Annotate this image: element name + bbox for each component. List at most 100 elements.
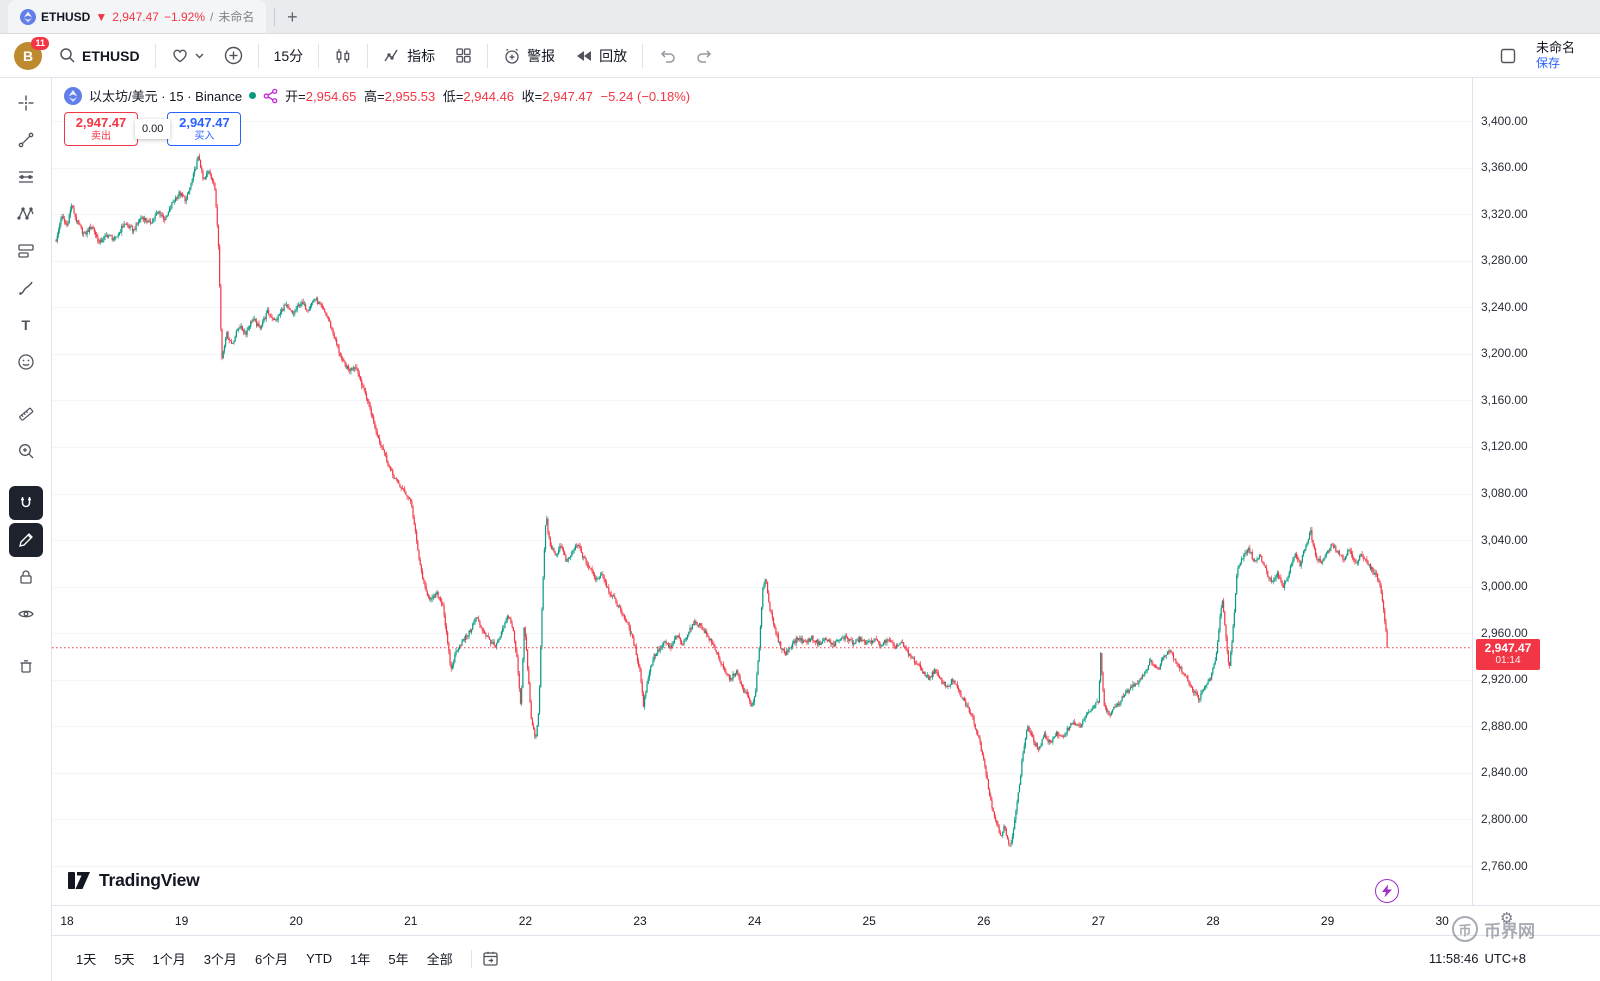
axis-settings-gear-icon[interactable]: ⚙ bbox=[1500, 910, 1514, 927]
time-axis[interactable]: ⚙ 18 19 20 21 22 23 24 25 26 27 28 29 30 bbox=[52, 905, 1600, 936]
main-toolbar: B 11 ETHUSD 15分 指标 bbox=[0, 34, 1600, 78]
new-tab-button[interactable]: + bbox=[287, 6, 298, 27]
price-tick: 2,880.00 bbox=[1481, 718, 1528, 733]
price-tick: 3,000.00 bbox=[1481, 579, 1528, 594]
alarm-clock-plus-icon bbox=[503, 47, 521, 65]
remove-all-tool[interactable] bbox=[9, 649, 43, 683]
clock-timezone[interactable]: 11:58:46 UTC+8 bbox=[1429, 951, 1526, 966]
lock-all-tool[interactable] bbox=[9, 560, 43, 594]
ruler-tool[interactable] bbox=[9, 397, 43, 431]
price-tick: 3,320.00 bbox=[1481, 206, 1528, 221]
range-1m-button[interactable]: 1个月 bbox=[152, 952, 186, 967]
magnet-tool[interactable] bbox=[8, 486, 43, 520]
hide-all-tool[interactable] bbox=[9, 597, 43, 631]
time-tick: 18 bbox=[60, 914, 74, 928]
symbol-search-button[interactable]: ETHUSD bbox=[50, 40, 149, 72]
drawing-mode-tool[interactable] bbox=[8, 523, 43, 557]
timezone: UTC+8 bbox=[1484, 951, 1526, 966]
range-1y-button[interactable]: 1年 bbox=[350, 952, 371, 967]
symbol-title[interactable]: 以太坊/美元 · 15 · Binance bbox=[89, 89, 243, 104]
eth-logo-icon bbox=[64, 86, 82, 105]
select-layout-button[interactable] bbox=[1490, 40, 1526, 72]
candlestick-chart[interactable] bbox=[52, 78, 1472, 905]
time-tick: 27 bbox=[1091, 914, 1106, 928]
layout-name[interactable]: 未命名 bbox=[1536, 39, 1576, 55]
brush-tool[interactable] bbox=[9, 271, 43, 305]
time-tick: 22 bbox=[518, 914, 533, 928]
indicator-templates-button[interactable] bbox=[446, 40, 481, 72]
crosshair-tool[interactable] bbox=[9, 86, 43, 120]
price-tick: 3,120.00 bbox=[1481, 439, 1528, 454]
compare-add-button[interactable] bbox=[215, 40, 252, 72]
time-tick: 29 bbox=[1320, 914, 1335, 928]
replay-button[interactable]: 回放 bbox=[566, 40, 636, 72]
indicators-button[interactable]: 指标 bbox=[374, 40, 444, 72]
fib-retracement-tool[interactable] bbox=[9, 160, 43, 194]
time-tick: 24 bbox=[747, 914, 762, 928]
toolbar-separator bbox=[257, 43, 259, 68]
range-6m-button[interactable]: 6个月 bbox=[254, 952, 289, 967]
browser-tab[interactable]: ETHUSD ▼ 2,947.47 −1.92% / 未命名 bbox=[8, 0, 267, 33]
price-tick: 3,040.00 bbox=[1481, 532, 1528, 547]
goto-date-icon[interactable] bbox=[482, 950, 499, 967]
chart-legend: 以太坊/美元 · 15 · Binance 开=2,954.65 高=2,955… bbox=[64, 86, 694, 105]
range-3m-button[interactable]: 3个月 bbox=[203, 952, 237, 967]
tab-divider bbox=[274, 8, 276, 26]
time-tick: 21 bbox=[404, 914, 418, 928]
range-ytd-button[interactable]: YTD bbox=[306, 951, 333, 966]
boost-lightning-icon[interactable] bbox=[1375, 879, 1399, 903]
watchlist-favorites-button[interactable] bbox=[162, 40, 213, 72]
undo-button[interactable] bbox=[649, 40, 685, 72]
indicators-label: 指标 bbox=[407, 47, 436, 64]
chevron-down-icon bbox=[195, 53, 204, 59]
forecast-tool[interactable] bbox=[9, 234, 43, 268]
trend-line-tool[interactable] bbox=[9, 123, 43, 157]
sell-button[interactable]: 2,947.47 卖出 bbox=[64, 112, 138, 146]
symbol-search-text: ETHUSD bbox=[82, 47, 140, 64]
bar-countdown: 01:14 bbox=[1495, 655, 1521, 667]
save-layout-button[interactable]: 保存 bbox=[1536, 56, 1561, 71]
redo-button[interactable] bbox=[687, 40, 723, 72]
range-5y-button[interactable]: 5年 bbox=[388, 952, 409, 967]
price-axis[interactable]: 2,947.47 01:14 3,400.00 3,360.00 3,320.00 3… bbox=[1472, 78, 1600, 905]
range-1d-button[interactable]: 1天 bbox=[76, 952, 97, 967]
chart-type-button[interactable] bbox=[325, 40, 361, 72]
time-tick: 19 bbox=[174, 914, 189, 928]
sell-label: 卖出 bbox=[91, 130, 111, 142]
time-tick: 28 bbox=[1206, 914, 1220, 928]
indicators-icon bbox=[383, 48, 401, 64]
site-logo-icon: 币 bbox=[1452, 916, 1478, 942]
clock-time: 11:58:46 bbox=[1428, 951, 1479, 966]
toolbar-separator bbox=[487, 43, 489, 68]
avatar-letter: B bbox=[22, 47, 34, 64]
xabcd-pattern-tool[interactable] bbox=[9, 197, 43, 231]
price-tick: 3,200.00 bbox=[1481, 346, 1528, 361]
search-icon bbox=[59, 47, 76, 64]
change-value: −5.24 (−0.18%) bbox=[600, 89, 691, 104]
price-tick: 3,400.00 bbox=[1481, 113, 1528, 128]
range-all-button[interactable]: 全部 bbox=[426, 952, 453, 967]
alert-button[interactable]: 警报 bbox=[494, 40, 564, 72]
sell-price: 2,947.47 bbox=[75, 114, 127, 130]
notification-badge: 11 bbox=[31, 36, 49, 50]
share-icon[interactable] bbox=[263, 88, 278, 104]
buy-button[interactable]: 2,947.47 买入 bbox=[167, 112, 242, 146]
browser-tab-bar: ETHUSD ▼ 2,947.47 −1.92% / 未命名 + bbox=[0, 0, 1600, 34]
low-value: 2,944.46 bbox=[463, 89, 515, 104]
tradingview-logo[interactable]: TradingView bbox=[68, 870, 200, 891]
text-tool[interactable]: T bbox=[9, 308, 43, 342]
toolbar-separator bbox=[642, 43, 644, 68]
emoji-tool[interactable] bbox=[9, 345, 43, 379]
plus-circle-icon bbox=[224, 46, 243, 65]
ohlc-values: 开=2,954.65 高=2,955.53 低=2,944.46 收=2,947… bbox=[285, 89, 691, 104]
rewind-icon bbox=[575, 49, 593, 63]
price-tick: 3,240.00 bbox=[1481, 299, 1528, 314]
interval-button[interactable]: 15分 bbox=[273, 47, 304, 64]
buy-label: 买入 bbox=[194, 130, 215, 142]
layout-square-icon bbox=[1499, 47, 1517, 65]
tradingview-mark-icon bbox=[68, 872, 92, 889]
user-avatar[interactable]: B 11 bbox=[14, 36, 49, 70]
range-5d-button[interactable]: 5天 bbox=[114, 952, 135, 967]
zoom-in-tool[interactable] bbox=[9, 434, 43, 468]
spread-value: 0.00 bbox=[135, 119, 171, 139]
